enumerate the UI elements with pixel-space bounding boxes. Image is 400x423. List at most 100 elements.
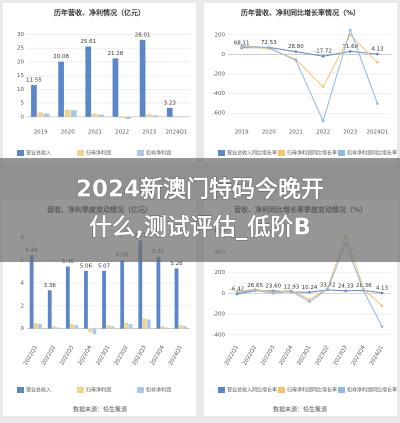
bar	[92, 328, 97, 335]
line	[241, 28, 378, 123]
point	[348, 50, 352, 53]
value-label: 72.53	[261, 40, 277, 46]
bar	[64, 109, 71, 117]
point	[380, 325, 384, 328]
bar	[43, 113, 50, 117]
bar	[156, 256, 161, 329]
y-tick-label: 10	[17, 87, 24, 93]
y-tick-label: 5	[21, 101, 25, 107]
point	[380, 304, 384, 308]
point	[321, 54, 325, 58]
legend-label: 营业总收入同比增长率	[227, 387, 277, 394]
y-tick-label: 0	[21, 326, 25, 332]
legend-label: 归母净利润	[86, 150, 111, 157]
bar	[142, 318, 147, 329]
bar	[85, 46, 92, 117]
legend-swatch	[137, 150, 144, 156]
y-tick-label: -200	[213, 312, 226, 318]
value-label: 10.24	[302, 285, 318, 291]
value-label: 33.72	[320, 282, 336, 288]
x-tick-label: 2022	[115, 130, 129, 136]
bar	[146, 114, 152, 117]
legend-label: 营业总收入同比增长率	[227, 150, 277, 157]
y-tick-label: -400	[213, 332, 226, 338]
chart-title: 历年营收、净利同比增长率情况（%）	[241, 8, 360, 17]
legend-label: 归母净利润同比增长率	[287, 150, 337, 157]
y-tick-label: 2	[21, 303, 25, 309]
bar	[52, 326, 56, 329]
point	[376, 52, 379, 56]
bar	[84, 270, 88, 329]
y-tick-label: -200	[213, 72, 226, 78]
value-label: 3.36	[44, 283, 57, 289]
point	[348, 33, 352, 37]
point	[308, 298, 311, 301]
legend-swatch	[77, 387, 84, 393]
source: 数据来源：恒生聚源	[73, 406, 127, 414]
legend-swatch	[338, 150, 345, 156]
value-label: 28.36	[356, 283, 372, 289]
point	[308, 291, 311, 294]
bar	[98, 114, 104, 117]
y-tick-label: 200	[215, 270, 226, 276]
value-label: 28.80	[288, 44, 304, 50]
bar	[125, 116, 131, 119]
banner	[0, 158, 400, 262]
bar	[128, 324, 133, 329]
bar	[31, 85, 37, 117]
value-label: 31.60	[342, 44, 358, 50]
y-tick-label: 0	[222, 52, 226, 58]
legend-label: 扣非净利润	[146, 150, 171, 157]
x-tick-label: 2023	[343, 130, 357, 136]
point	[362, 289, 366, 293]
bar	[166, 107, 173, 117]
point	[271, 292, 275, 295]
bar	[102, 270, 106, 329]
value-label: 68.11	[234, 40, 250, 46]
point	[308, 300, 311, 303]
bar	[106, 325, 111, 329]
point	[348, 28, 352, 32]
bar	[47, 290, 52, 329]
legend-label: 扣非净利润	[146, 387, 171, 394]
source: 数据来源：恒生聚源	[273, 406, 327, 414]
value-label: 11.55	[26, 78, 42, 84]
bar	[146, 319, 151, 329]
legend-label: 营业总收入	[26, 150, 51, 157]
bar	[120, 260, 125, 329]
legend-swatch	[278, 150, 285, 156]
legend-swatch	[17, 387, 24, 393]
panel	[204, 3, 397, 163]
x-tick-label: 2024Q1	[367, 130, 389, 136]
point	[240, 44, 243, 47]
bar	[70, 324, 74, 329]
bar	[164, 327, 169, 329]
legend-label: 扣非净利润同比增长率	[347, 150, 397, 157]
x-tick-label: 2022	[316, 130, 330, 136]
y-tick-label: 20	[17, 59, 24, 65]
point	[253, 288, 257, 292]
value-label: 26.65	[247, 283, 263, 289]
value-label: 23.60	[265, 283, 281, 289]
bar	[183, 326, 187, 329]
value-label: 28.01	[135, 32, 151, 38]
y-tick-label: 0	[21, 114, 25, 120]
x-tick-label: 2021	[88, 130, 102, 136]
bar	[70, 110, 77, 117]
panel	[3, 3, 196, 163]
bar	[178, 325, 183, 329]
value-label: 12.93	[284, 285, 300, 291]
legend-label: 扣非净利润同比增长率	[347, 387, 397, 394]
x-tick-label: 2021	[289, 130, 303, 136]
x-tick-label: 2020	[262, 130, 276, 136]
legend-swatch	[17, 150, 24, 156]
value-label: 5.28	[170, 261, 183, 267]
bar	[65, 266, 70, 329]
point	[321, 119, 325, 123]
value-label: -17.72	[314, 49, 332, 55]
y-tick-label: 4	[21, 281, 25, 287]
bar	[174, 268, 179, 329]
banner-line: 什么,测试评估_低阶B	[89, 214, 311, 241]
bar	[58, 61, 64, 117]
value-label: 4.13	[371, 47, 384, 53]
